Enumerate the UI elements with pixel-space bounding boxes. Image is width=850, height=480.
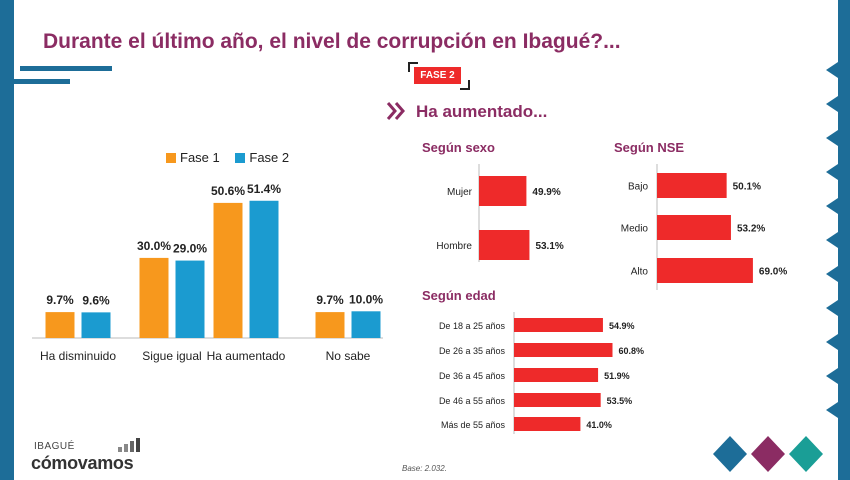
bar-1-3 xyxy=(315,312,345,338)
hbar-label-3-3: 53.5% xyxy=(607,396,633,406)
hbar-3-4 xyxy=(514,417,581,431)
data-label-2-3: 10.0% xyxy=(349,292,383,306)
hbar-category-3-1: De 26 a 35 años xyxy=(439,346,506,356)
hbar-label-3-0: 54.9% xyxy=(609,321,635,331)
data-label-1-1: 30.0% xyxy=(137,239,171,253)
diamond-plum xyxy=(751,436,785,472)
diamond-blue xyxy=(713,436,747,472)
category-label-0: Ha disminuido xyxy=(40,349,116,363)
hbar-label-2-1: 53.2% xyxy=(737,224,765,235)
category-label-2: Ha aumentado xyxy=(207,349,286,363)
hbar-3-2 xyxy=(514,368,599,382)
hbar-3-1 xyxy=(514,343,613,357)
legend-swatch-fase1 xyxy=(166,153,176,163)
bar-2-3 xyxy=(351,311,381,338)
hbar-3-3 xyxy=(514,393,601,407)
hbar-category-2-2: Alto xyxy=(631,267,649,278)
hbar-category-2-1: Medio xyxy=(621,224,649,235)
hbar-category-1-0: Mujer xyxy=(447,187,473,198)
bar-logo-icon xyxy=(118,438,140,452)
bar-1-1 xyxy=(139,257,169,338)
data-label-2-2: 51.4% xyxy=(247,182,281,196)
hbar-3-0 xyxy=(514,318,603,332)
hbar-label-2-0: 50.1% xyxy=(733,182,761,193)
bar-1-2 xyxy=(213,202,243,338)
legend-label-fase1: Fase 1 xyxy=(180,150,220,165)
legend-swatch-fase2 xyxy=(235,153,246,163)
hbar-category-2-0: Bajo xyxy=(628,182,648,193)
diamond-teal xyxy=(789,436,823,472)
hbar-2-0 xyxy=(657,173,727,198)
hbar-category-3-3: De 46 a 55 años xyxy=(439,396,506,406)
legend-label-fase2: Fase 2 xyxy=(249,150,290,165)
subtitle: Ha aumentado... xyxy=(416,102,548,121)
fase-badge: FASE 2 xyxy=(414,67,461,84)
hbar-2-2 xyxy=(657,258,753,283)
hbar-label-1-0: 49.9% xyxy=(532,187,560,198)
bar-1-0 xyxy=(45,312,75,338)
hbar-category-3-2: De 36 a 45 años xyxy=(439,371,506,381)
hbar-1-1 xyxy=(479,230,530,260)
bar-2-2 xyxy=(249,200,279,338)
data-label-2-1: 29.0% xyxy=(173,242,207,256)
bar-2-0 xyxy=(81,312,111,338)
hbar-label-3-2: 51.9% xyxy=(604,371,630,381)
hbar-category-1-1: Hombre xyxy=(436,241,472,252)
logo-city: IBAGUÉ xyxy=(34,441,75,452)
bar-2-1 xyxy=(175,260,205,338)
title-underline-bottom xyxy=(14,79,70,84)
hbar-label-2-2: 69.0% xyxy=(759,267,787,278)
right-stripe xyxy=(838,0,850,480)
hbar-category-3-4: Más de 55 años xyxy=(441,420,506,430)
section-title-nse: Según NSE xyxy=(614,140,685,155)
hbar-label-1-1: 53.1% xyxy=(535,241,563,252)
left-stripe xyxy=(0,0,14,480)
category-label-1: Sigue igual xyxy=(142,349,201,363)
double-chevron-icon xyxy=(386,102,405,120)
data-label-1-0: 9.7% xyxy=(46,293,74,307)
data-label-2-0: 9.6% xyxy=(82,293,110,307)
section-title-sexo: Según sexo xyxy=(422,140,495,155)
hbar-2-1 xyxy=(657,215,731,240)
category-label-3: No sabe xyxy=(326,349,371,363)
right-chevron-decoration xyxy=(826,62,838,418)
title-underline-top xyxy=(20,66,112,71)
logo-brand: cómovamos xyxy=(31,453,134,473)
hbar-label-3-4: 41.0% xyxy=(586,420,612,430)
data-label-1-3: 9.7% xyxy=(316,293,344,307)
hbar-category-3-0: De 18 a 25 años xyxy=(439,321,506,331)
hbar-1-0 xyxy=(479,176,527,206)
base-note: Base: 2.032. xyxy=(402,464,447,473)
main-chart-legend: Fase 1 Fase 2 xyxy=(166,150,289,165)
fase-badge-frame xyxy=(408,62,470,90)
page-title: Durante el último año, el nivel de corru… xyxy=(43,30,621,53)
data-label-1-2: 50.6% xyxy=(211,184,245,198)
diamond-decoration xyxy=(713,436,823,472)
section-title-edad: Según edad xyxy=(422,288,496,303)
hbar-label-3-1: 60.8% xyxy=(618,346,644,356)
